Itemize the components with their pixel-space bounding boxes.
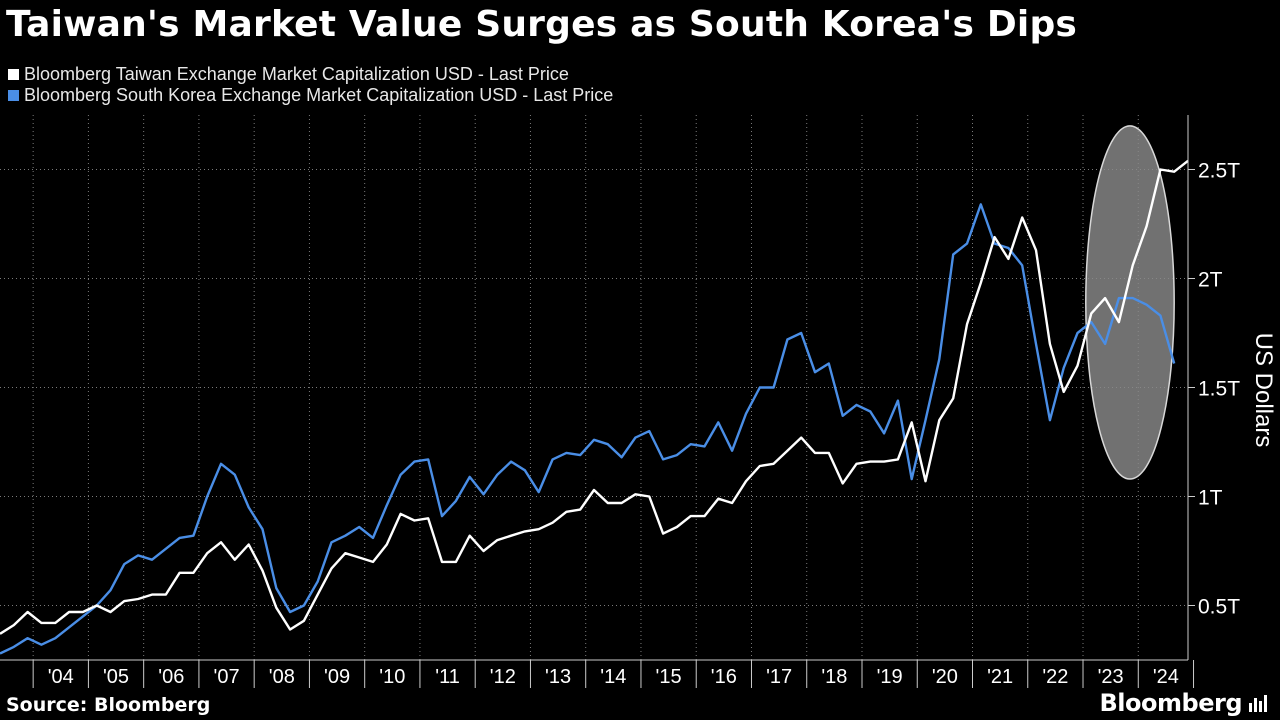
x-tick-label: '19 (877, 666, 903, 688)
gridlines (0, 115, 1188, 660)
brand-label: Bloomberg (1099, 689, 1243, 717)
bloomberg-chart-icon (1249, 695, 1267, 712)
x-tick-label: '11 (435, 666, 460, 688)
chart-title: Taiwan's Market Value Surges as South Ko… (6, 4, 1078, 45)
series-lines (0, 159, 1189, 655)
legend: Bloomberg Taiwan Exchange Market Capital… (8, 64, 613, 106)
x-tick-label: '23 (1098, 666, 1124, 688)
legend-swatch-korea (8, 90, 19, 101)
bloomberg-logo: Bloomberg (1100, 689, 1268, 717)
x-tick-label: '13 (545, 666, 571, 688)
x-tick-label: '20 (932, 666, 958, 688)
legend-item-taiwan[interactable]: Bloomberg Taiwan Exchange Market Capital… (8, 64, 613, 85)
axes: 0.5T 1T 1.5T 2T 2.5T '04 '05 '06 '07 '08 '09 '10 '11… (0, 115, 1240, 688)
x-tick-label: '22 (1042, 666, 1068, 688)
y-axis-label: US Dollars (1250, 333, 1277, 448)
legend-label-taiwan: Bloomberg Taiwan Exchange Market Capital… (24, 64, 569, 84)
legend-label-korea: Bloomberg South Korea Exchange Market Ca… (24, 85, 614, 105)
x-tick-label: '15 (656, 666, 682, 688)
x-tick-label: '17 (766, 666, 792, 688)
x-tick-label: '10 (379, 666, 405, 688)
x-tick-label: '09 (324, 666, 350, 688)
source-note: Source: Bloomberg (6, 694, 211, 716)
x-tick-label: '04 (48, 666, 74, 688)
x-tick-label: '18 (821, 666, 847, 688)
x-tick-label: '14 (600, 666, 626, 688)
y-tick-label: 1T (1198, 487, 1223, 510)
y-tick-label: 1.5T (1198, 378, 1240, 401)
y-tick-label: 2T (1198, 269, 1223, 292)
x-tick-label: '21 (987, 666, 1013, 688)
x-tick-label: '08 (269, 666, 295, 688)
x-tick-label: '05 (103, 666, 129, 688)
x-tick-label: '07 (214, 666, 240, 688)
y-tick-label: 2.5T (1198, 160, 1240, 183)
y-tick-label: 0.5T (1198, 596, 1240, 619)
x-tick-label: '24 (1153, 666, 1179, 688)
legend-item-korea[interactable]: Bloomberg South Korea Exchange Market Ca… (8, 85, 613, 106)
x-tick-label: '12 (490, 666, 516, 688)
series-line-korea (0, 203, 1176, 655)
x-tick-label: '16 (711, 666, 737, 688)
highlight-ellipse (1085, 125, 1175, 480)
legend-swatch-taiwan (8, 69, 19, 80)
series-line-taiwan (0, 159, 1189, 635)
x-tick-label: '06 (158, 666, 184, 688)
